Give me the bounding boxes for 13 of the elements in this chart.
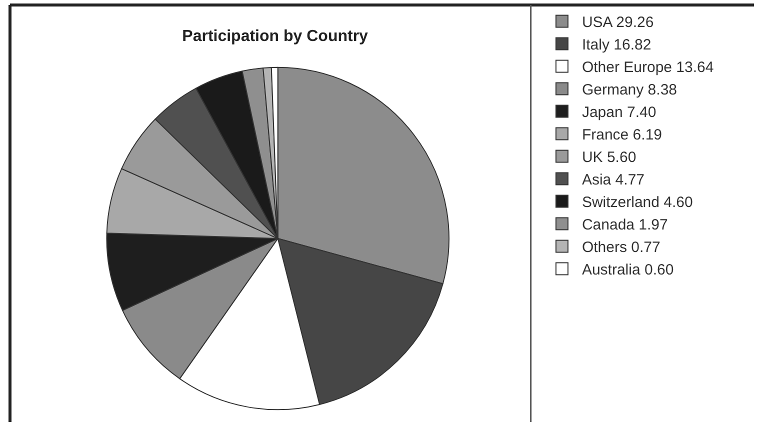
legend-label: USA 29.26 <box>582 14 654 32</box>
legend-label: UK 5.60 <box>582 149 636 166</box>
legend-label: Australia 0.60 <box>582 262 674 279</box>
legend-label: Switzerland 4.60 <box>582 194 693 212</box>
legend-label: Germany 8.38 <box>582 82 678 99</box>
legend-label: Japan 7.40 <box>582 104 656 122</box>
legend-label: France 6.19 <box>582 126 662 144</box>
text: Participation by Country <box>182 28 368 46</box>
legend-label: Canada 1.97 <box>582 216 668 234</box>
legend-label: Italy 16.82 <box>582 36 652 54</box>
legend-label: Others 0.77 <box>582 239 660 256</box>
legend-label: Other Europe 13.64 <box>582 59 714 76</box>
legend-label: Asia 4.77 <box>582 172 645 189</box>
